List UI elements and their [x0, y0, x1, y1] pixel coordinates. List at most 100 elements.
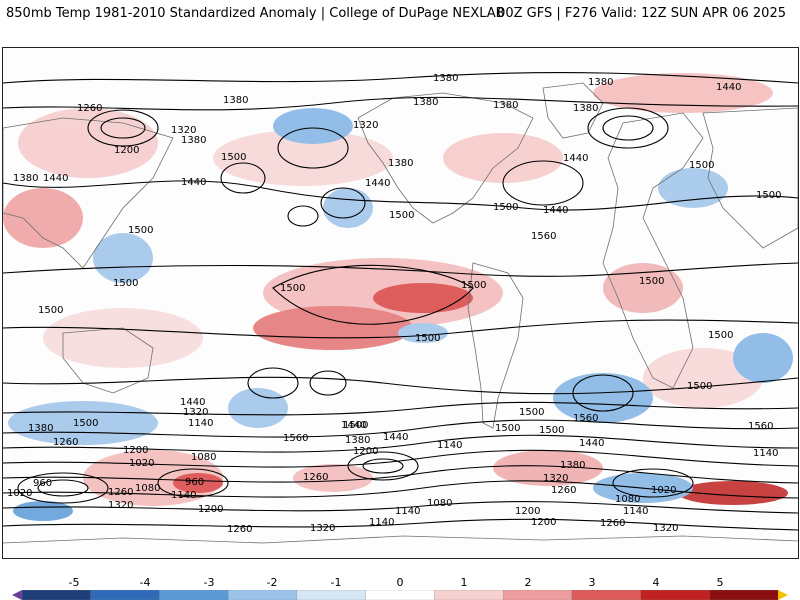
contour-label: 1380 [388, 158, 413, 169]
colorbar-cell [21, 590, 92, 600]
contour-label: 1500 [756, 190, 781, 201]
colorbar-tick-label: 2 [524, 576, 532, 589]
contour-closed-low [347, 451, 419, 481]
contour-line [3, 180, 798, 211]
contour-label: 1440 [543, 205, 568, 216]
contour-label: 1500 [461, 280, 486, 291]
colorbar-tick-label: 0 [396, 576, 404, 589]
contour-label: 1500 [73, 418, 98, 429]
contour-closed-low [87, 109, 159, 147]
australia-outline [62, 327, 154, 394]
contour-label: 1380 [223, 95, 248, 106]
colorbar-cell [159, 590, 229, 600]
contour-label: 1500 [389, 210, 414, 221]
contour-label: 1200 [353, 446, 378, 457]
contour-label: 1500 [495, 423, 520, 434]
contour-label: 1560 [748, 421, 773, 432]
south-america-outline [467, 262, 524, 429]
cold-anomaly-patch [93, 233, 153, 283]
contour-label: 1440 [341, 420, 366, 431]
contour-closed-high [287, 205, 319, 227]
contour-label: 1500 [415, 333, 440, 344]
contour-label: 1020 [7, 488, 32, 499]
colorbar-cell [365, 590, 436, 600]
contour-label: 1140 [188, 418, 213, 429]
anomaly-shading [3, 73, 793, 521]
contour-label: 960 [185, 477, 204, 488]
height-contours [3, 72, 798, 531]
contour-label: 1260 [77, 103, 102, 114]
contour-label: 1260 [551, 485, 576, 496]
contour-label: 1560 [573, 413, 598, 424]
warm-anomaly-patch [593, 73, 773, 113]
contour-label: 1200 [531, 517, 556, 528]
contour-label: 1440 [181, 177, 206, 188]
contour-label: 1500 [280, 283, 305, 294]
contour-closed-low [362, 458, 404, 474]
contour-label: 1140 [753, 448, 778, 459]
colorbar-max-arrow [778, 590, 788, 600]
colorbar-tick-label: -1 [330, 576, 342, 589]
warm-anomaly-patch [3, 188, 83, 248]
map-title: 850mb Temp 1981-2010 Standardized Anomal… [6, 6, 505, 21]
warm-anomaly-patch [253, 306, 413, 350]
cold-anomaly-patch [733, 333, 793, 383]
contour-label: 1500 [687, 381, 712, 392]
contour-closed-low [587, 107, 669, 149]
colorbar-tick-label: 1 [460, 576, 468, 589]
contour-label: 1320 [108, 500, 133, 511]
asia-east-outline [702, 107, 798, 249]
contour-label: 1260 [303, 472, 328, 483]
contour-label: 1080 [191, 452, 216, 463]
contour-label: 1500 [128, 225, 153, 236]
contour-label: 1380 [345, 435, 370, 446]
contour-label: 1260 [108, 487, 133, 498]
contour-line [3, 319, 798, 339]
contour-label: 1320 [183, 407, 208, 418]
contour-label: 1320 [653, 523, 678, 534]
warm-anomaly-patch [173, 473, 223, 493]
run-valid-time: 00Z GFS | F276 Valid: 12Z SUN APR 06 202… [497, 6, 786, 21]
anomaly-colorbar: -5 -4 -3 -2 -1 0 1 2 3 4 5 [12, 576, 788, 600]
contour-label: 1440 [563, 153, 588, 164]
contour-label: 1140 [171, 490, 196, 501]
contour-label: 1500 [689, 160, 714, 171]
contour-label: 1140 [623, 506, 648, 517]
contour-label: 1380 [573, 103, 598, 114]
contour-labels: 1380 1380 1380 1380 1380 1380 1440 1440 … [7, 73, 781, 535]
contour-label: 1140 [369, 517, 394, 528]
colorbar-gradient [12, 590, 788, 600]
contour-label: 1440 [579, 438, 604, 449]
colorbar-cell [434, 590, 504, 600]
europe-africa-outline [602, 112, 704, 389]
contour-label: 1440 [365, 178, 390, 189]
contour-line [3, 480, 798, 499]
contour-label: 1380 [588, 77, 613, 88]
map-canvas: 1380 1380 1380 1380 1380 1380 1440 1440 … [3, 72, 798, 544]
coastlines [3, 82, 798, 544]
contour-label: 1260 [600, 518, 625, 529]
contour-label: 1380 [181, 135, 206, 146]
colorbar-cell [90, 590, 161, 600]
contour-label: 1200 [123, 445, 148, 456]
colorbar-min-arrow [12, 590, 22, 600]
contour-label: 1320 [353, 120, 378, 131]
warm-anomaly-patch [373, 283, 473, 313]
contour-line [3, 72, 798, 84]
greenland-outline [542, 82, 604, 139]
colorbar-cell [228, 590, 298, 600]
contour-label: 1200 [198, 504, 223, 515]
contour-line [3, 518, 798, 531]
warm-anomaly-patch [493, 450, 603, 486]
cold-anomaly-patch [398, 323, 448, 343]
contour-label: 1020 [651, 485, 676, 496]
colorbar-tick-label: -2 [266, 576, 278, 589]
colorbar-tick-label: 4 [652, 576, 660, 589]
contour-closed-low [502, 160, 584, 206]
contour-label: 1380 [28, 423, 53, 434]
contour-line [3, 96, 798, 111]
contour-closed-high [572, 374, 634, 412]
warm-anomaly-patch [18, 108, 158, 178]
contour-closed-low [612, 468, 694, 498]
contour-label: 1500 [221, 152, 246, 163]
